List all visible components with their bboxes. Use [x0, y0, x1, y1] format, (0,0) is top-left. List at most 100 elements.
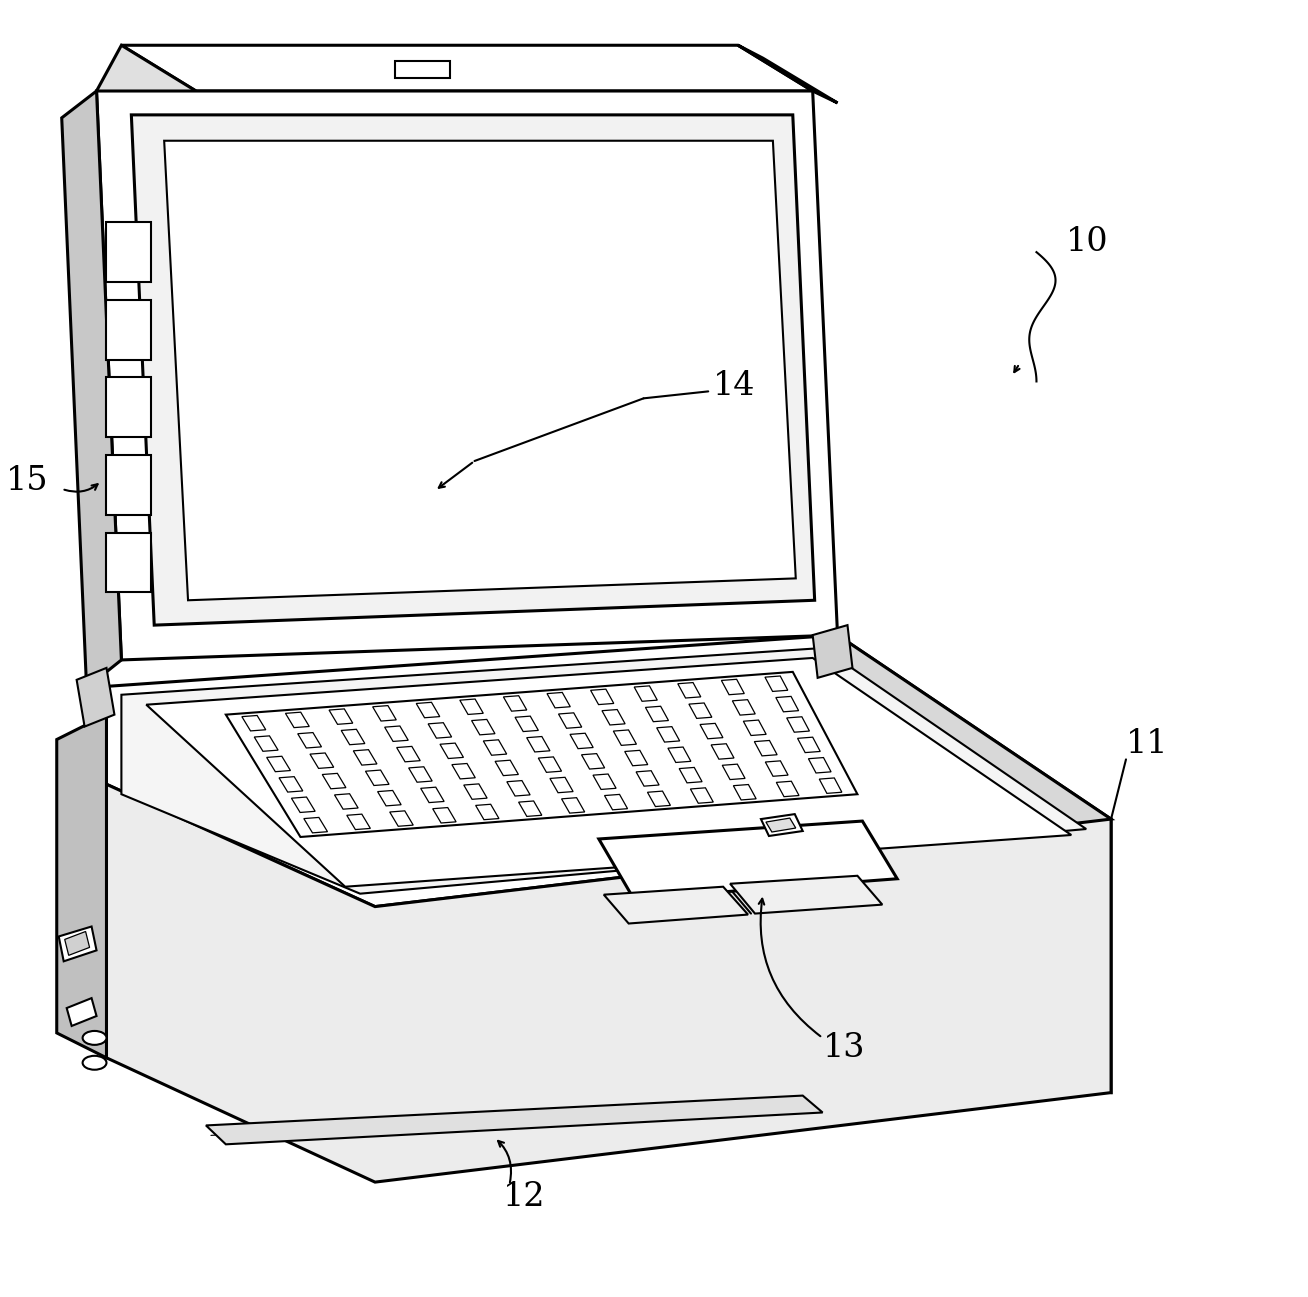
Polygon shape [353, 750, 377, 765]
Polygon shape [347, 815, 370, 830]
Polygon shape [97, 91, 837, 660]
Polygon shape [365, 770, 388, 786]
Polygon shape [591, 689, 613, 704]
Polygon shape [122, 648, 1086, 894]
Polygon shape [808, 757, 831, 773]
Polygon shape [335, 794, 358, 809]
Polygon shape [730, 875, 883, 913]
Polygon shape [761, 815, 803, 837]
Polygon shape [106, 222, 152, 281]
Polygon shape [106, 785, 1110, 1182]
Polygon shape [77, 668, 114, 726]
Polygon shape [515, 716, 539, 732]
Polygon shape [786, 717, 810, 733]
Polygon shape [122, 45, 812, 91]
Polygon shape [599, 821, 897, 899]
Polygon shape [61, 91, 122, 687]
Polygon shape [613, 730, 637, 746]
Polygon shape [798, 737, 820, 752]
Polygon shape [439, 743, 463, 759]
Polygon shape [310, 754, 334, 768]
Polygon shape [722, 680, 744, 695]
Polygon shape [484, 739, 506, 755]
Text: 14: 14 [713, 371, 756, 402]
Polygon shape [106, 455, 152, 515]
Polygon shape [416, 702, 439, 717]
Polygon shape [722, 764, 746, 779]
Polygon shape [385, 726, 408, 742]
Polygon shape [298, 733, 322, 748]
Polygon shape [106, 300, 152, 359]
Polygon shape [330, 709, 353, 724]
Polygon shape [547, 693, 570, 708]
Polygon shape [570, 733, 594, 748]
Polygon shape [64, 931, 89, 956]
Polygon shape [527, 737, 549, 752]
Ellipse shape [82, 1031, 106, 1045]
Polygon shape [131, 115, 815, 625]
Polygon shape [460, 699, 483, 715]
Text: 15: 15 [7, 464, 48, 497]
Polygon shape [712, 743, 734, 759]
Polygon shape [668, 747, 691, 763]
Polygon shape [279, 777, 303, 792]
Polygon shape [146, 658, 1071, 887]
Polygon shape [593, 774, 616, 790]
Polygon shape [504, 695, 527, 711]
Polygon shape [689, 703, 712, 719]
Polygon shape [476, 804, 498, 820]
Polygon shape [395, 61, 450, 78]
Polygon shape [645, 707, 668, 721]
Polygon shape [766, 818, 795, 831]
Polygon shape [267, 756, 290, 772]
Polygon shape [602, 709, 625, 725]
Polygon shape [496, 760, 518, 776]
Polygon shape [819, 778, 842, 794]
Polygon shape [254, 735, 279, 751]
Text: 10: 10 [1066, 226, 1109, 258]
Polygon shape [743, 720, 766, 735]
Polygon shape [165, 141, 795, 601]
Polygon shape [634, 686, 658, 702]
Polygon shape [303, 817, 327, 833]
Polygon shape [106, 533, 152, 593]
Polygon shape [776, 696, 799, 712]
Polygon shape [657, 726, 680, 742]
Polygon shape [506, 781, 530, 796]
Polygon shape [472, 720, 494, 735]
Polygon shape [539, 757, 561, 772]
Polygon shape [625, 751, 647, 765]
Polygon shape [582, 754, 604, 769]
Polygon shape [734, 785, 756, 800]
Polygon shape [451, 764, 475, 779]
Polygon shape [433, 808, 456, 824]
Polygon shape [755, 741, 777, 756]
Polygon shape [636, 770, 659, 786]
Polygon shape [732, 699, 755, 715]
Text: 13: 13 [823, 1032, 865, 1064]
Polygon shape [464, 783, 487, 799]
Polygon shape [242, 716, 266, 732]
Polygon shape [373, 706, 396, 721]
Polygon shape [700, 724, 723, 739]
Polygon shape [691, 787, 713, 803]
Polygon shape [812, 625, 853, 678]
Ellipse shape [82, 1056, 106, 1070]
Polygon shape [396, 746, 420, 761]
Polygon shape [777, 781, 799, 796]
Polygon shape [428, 722, 451, 738]
Polygon shape [549, 777, 573, 792]
Polygon shape [322, 773, 345, 789]
Polygon shape [678, 682, 701, 698]
Polygon shape [765, 761, 789, 777]
Polygon shape [106, 377, 152, 437]
Polygon shape [378, 790, 402, 805]
Polygon shape [59, 926, 97, 961]
Text: 12: 12 [504, 1182, 545, 1213]
Text: 11: 11 [1126, 729, 1168, 760]
Polygon shape [67, 999, 97, 1026]
Polygon shape [604, 887, 748, 923]
Polygon shape [408, 767, 432, 782]
Polygon shape [561, 798, 585, 813]
Polygon shape [97, 45, 196, 132]
